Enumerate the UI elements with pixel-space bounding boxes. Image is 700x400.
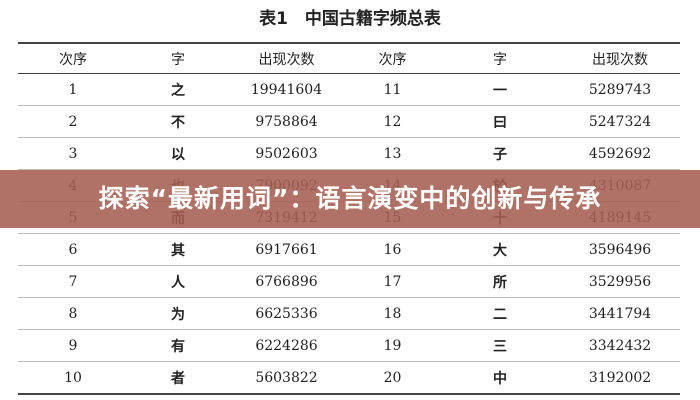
table-cell: 不 [128,105,228,138]
table-cell: 中 [440,361,560,395]
table-cell: 19941604 [228,73,345,106]
table-row: 6 其 6917661 16 大 3596496 [18,233,680,266]
header-cell: 出现次数 [560,42,680,74]
overlay-banner: 探索“最新用词”：语言演变中的创新与传承 [0,170,700,228]
table-cell: 有 [128,329,228,362]
table-cell: 3529956 [560,265,680,298]
table-cell: 2 [18,105,128,138]
table-cell: 9 [18,329,128,362]
table-cell: 5603822 [228,361,345,395]
table-body: 1 之 19941604 11 一 5289743 2 不 9758864 12 曰 5247324 3… [18,73,680,395]
table-cell: 人 [128,265,228,298]
table-cell: 所 [440,265,560,298]
table-cell: 二 [440,297,560,330]
table-cell: 10 [18,361,128,395]
table-cell: 5289743 [560,73,680,106]
table-cell: 12 [345,105,440,138]
table-cell: 6917661 [228,233,345,266]
table-cell: 7 [18,265,128,298]
table-row: 9 有 6224286 19 三 3342432 [18,329,680,362]
table-cell: 3441794 [560,297,680,330]
table-cell: 其 [128,233,228,266]
table-cell: 三 [440,329,560,362]
table-cell: 19 [345,329,440,362]
table-cell: 子 [440,137,560,170]
table-row: 3 以 9502603 13 子 4592692 [18,137,680,170]
table-row: 1 之 19941604 11 一 5289743 [18,73,680,106]
table-cell: 6224286 [228,329,345,362]
table-cell: 9758864 [228,105,345,138]
table-cell: 5247324 [560,105,680,138]
table-cell: 9502603 [228,137,345,170]
header-cell: 出现次数 [228,42,345,74]
table-row: 8 为 6625336 18 二 3441794 [18,297,680,330]
header-row: 次序字出现次数 次序字出现次数 [18,42,680,74]
header-cell: 次序 [345,42,440,74]
table-cell: 20 [345,361,440,395]
header-cell: 字 [440,42,560,74]
table-cell: 11 [345,73,440,106]
table-cell: 3596496 [560,233,680,266]
table-cell: 以 [128,137,228,170]
table-cell: 8 [18,297,128,330]
table-cell: 18 [345,297,440,330]
table-cell: 3 [18,137,128,170]
table-cell: 曰 [440,105,560,138]
table-cell: 17 [345,265,440,298]
table-cell: 13 [345,137,440,170]
table-cell: 1 [18,73,128,106]
table-cell: 16 [345,233,440,266]
header-cell: 字 [128,42,228,74]
table-cell: 一 [440,73,560,106]
table-cell: 者 [128,361,228,395]
table-cell: 大 [440,233,560,266]
table-cell: 为 [128,297,228,330]
table-row: 10 者 5603822 20 中 3192002 [18,361,680,395]
table-row: 7 人 6766896 17 所 3529956 [18,265,680,298]
header-cell: 次序 [18,42,128,74]
table-cell: 之 [128,73,228,106]
table-cell: 3342432 [560,329,680,362]
table-cell: 6 [18,233,128,266]
table-title: 表1 中国古籍字频总表 [259,9,441,29]
table-cell: 3192002 [560,361,680,395]
table-cell: 6766896 [228,265,345,298]
table-cell: 4592692 [560,137,680,170]
table-cell: 6625336 [228,297,345,330]
table-row: 2 不 9758864 12 曰 5247324 [18,105,680,138]
